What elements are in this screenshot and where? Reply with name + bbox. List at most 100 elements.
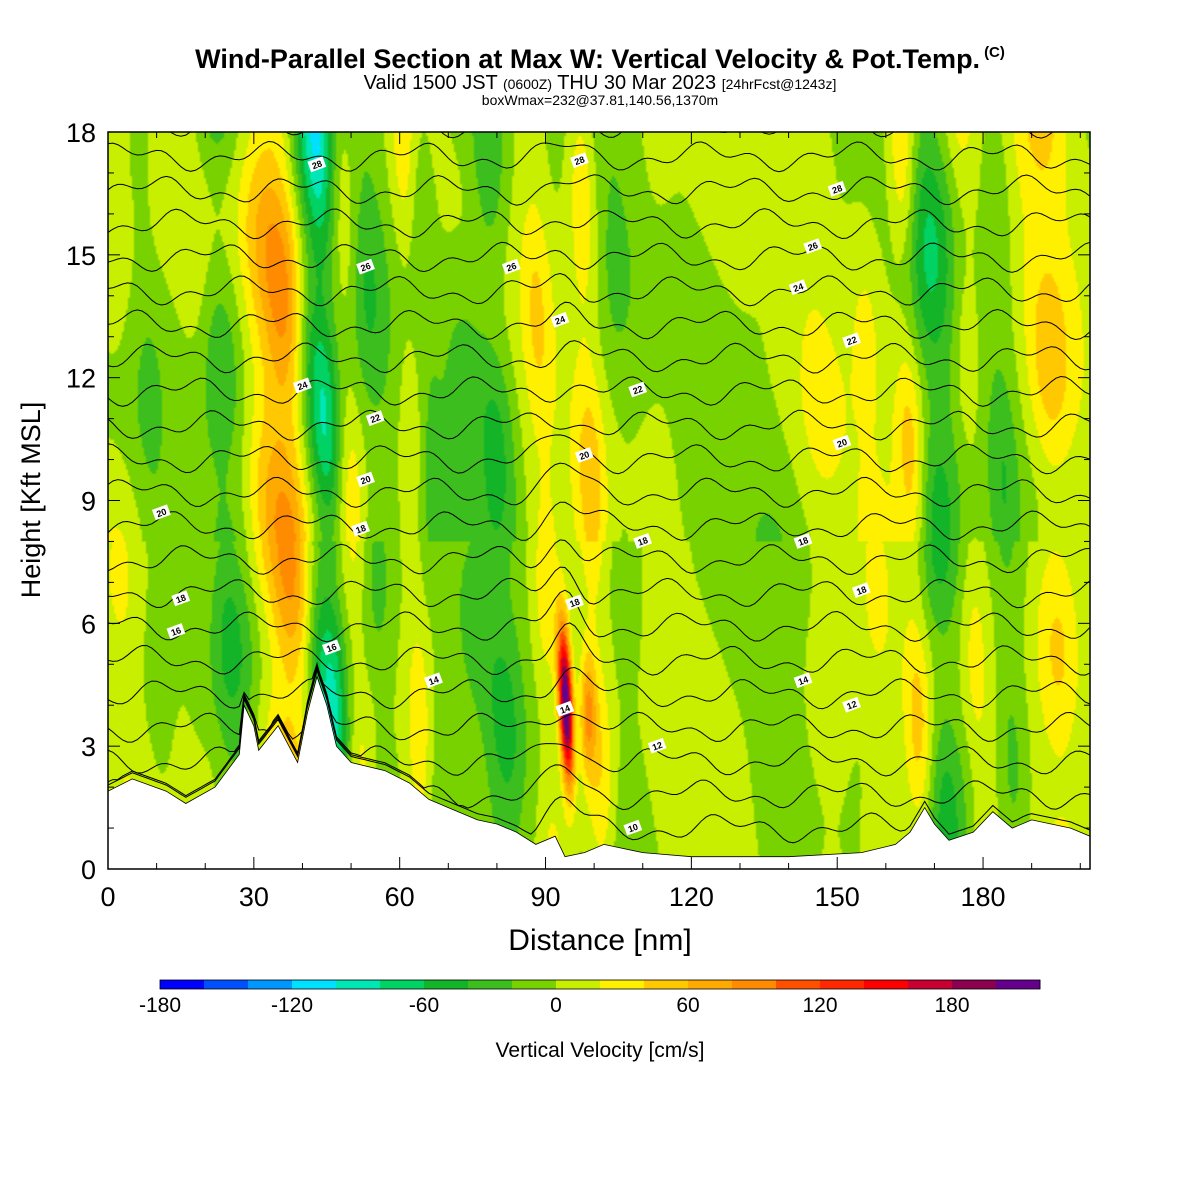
- contour-label: 18: [793, 533, 813, 549]
- contour-label-bg: [842, 696, 862, 713]
- contour-label-text: 22: [845, 334, 858, 347]
- colorbar-tick-label: 60: [676, 994, 699, 1017]
- theta-contour-line: [108, 140, 1090, 173]
- theta-contour-line: [108, 375, 1090, 407]
- contour-label-bg: [628, 381, 648, 398]
- contour-label: 22: [842, 332, 862, 349]
- colorbar-swatch: [776, 980, 821, 989]
- colorbar-swatch: [380, 980, 425, 989]
- contour-label-text: 18: [855, 584, 868, 597]
- axes: 0 30 60 90 120 150 180 0 3 6 9 12 15 18: [66, 118, 1090, 912]
- colorbar-swatch: [424, 980, 469, 989]
- colorbar-swatch: [820, 980, 865, 989]
- contour-label-text: 24: [792, 281, 805, 294]
- y-tick-label: 12: [66, 364, 96, 394]
- contour-label: 20: [151, 504, 171, 521]
- contour-label: 18: [565, 594, 584, 611]
- contour-label-bg: [565, 594, 584, 611]
- x-tick-label: 150: [815, 882, 860, 912]
- theta-contour-line: [108, 174, 1090, 206]
- contour-label-text: 18: [354, 523, 367, 536]
- contour-label-bg: [356, 258, 375, 275]
- contour-label-text: 28: [311, 158, 324, 171]
- theta-contour-line: [108, 501, 1090, 541]
- contour-label-bg: [842, 332, 862, 349]
- x-tick-label: 120: [669, 882, 714, 912]
- y-tick-label: 9: [81, 487, 96, 517]
- contour-label-bg: [832, 434, 852, 451]
- contour-label-text: 26: [806, 240, 819, 253]
- contour-label-bg: [351, 520, 371, 537]
- theta-contour-line: [108, 566, 1090, 609]
- contour-label-text: 26: [359, 261, 372, 274]
- contour-label: 26: [356, 258, 375, 275]
- contour-label: 26: [501, 258, 521, 275]
- colorbar-swatch: [248, 980, 293, 989]
- valid-date: THU 30 Mar 2023: [557, 72, 717, 94]
- terrain-mask: [108, 675, 1090, 869]
- colorbar-label: Vertical Velocity [cm/s]: [496, 1039, 705, 1062]
- forecast-info: [24hrFcst@1243z]: [721, 76, 837, 92]
- y-tick-label: 18: [66, 118, 96, 148]
- contour-label-text: 10: [627, 822, 640, 835]
- contour-label-bg: [307, 156, 327, 173]
- contour-label: 20: [574, 447, 594, 463]
- contour-label-bg: [623, 819, 643, 836]
- theta-contour-line: [108, 661, 1090, 710]
- contour-label: 10: [623, 819, 643, 836]
- x-tick-label: 60: [385, 882, 415, 912]
- contour-label-text: 14: [797, 674, 810, 687]
- theta-contour-line: [108, 301, 1090, 341]
- contour-label-bg: [788, 279, 808, 296]
- valid-utc: (0600Z): [502, 76, 553, 92]
- contour-label-bg: [803, 238, 823, 255]
- contour-label-text: 24: [554, 314, 567, 327]
- theta-contour-line: [108, 241, 1090, 273]
- colorbar-swatch: [468, 980, 513, 989]
- x-tick-label: 30: [239, 882, 269, 912]
- theta-contour-line: [108, 208, 1090, 240]
- contour-label-bg: [151, 504, 171, 521]
- contour-label: 16: [166, 623, 186, 639]
- contour-label-text: 12: [845, 699, 858, 712]
- theta-contour-line: [108, 668, 1090, 844]
- colorbar-swatch: [952, 980, 997, 989]
- colorbar-tick-label: -120: [271, 994, 313, 1017]
- contour-label: 18: [851, 582, 871, 599]
- contour-label-text: 20: [578, 449, 591, 462]
- contour-label-text: 20: [359, 474, 372, 487]
- y-tick-label: 6: [81, 609, 96, 639]
- theta-contour-line: [108, 409, 1090, 441]
- theta-contour-line: [108, 272, 1090, 307]
- contour-label-text: 28: [573, 154, 586, 167]
- contour-label-bg: [292, 377, 312, 394]
- contour-label: 26: [803, 238, 823, 255]
- contour-label-bg: [424, 672, 443, 689]
- contour-label: 14: [793, 672, 813, 689]
- y-tick-label: 15: [66, 241, 96, 271]
- x-tick-label: 0: [100, 882, 115, 912]
- contour-label-text: 24: [296, 379, 309, 392]
- contour-label: 28: [827, 180, 847, 197]
- contour-label-text: 16: [170, 625, 183, 638]
- contour-label-bg: [365, 410, 385, 427]
- contour-label-text: 18: [174, 592, 187, 605]
- contour-label: 14: [555, 700, 575, 717]
- theta-contours: [108, 132, 1090, 844]
- contour-label-text: 16: [325, 641, 338, 654]
- x-axis-label: Distance [nm]: [508, 924, 691, 957]
- contour-label-text: 18: [636, 535, 649, 548]
- colorbar-tick-label: 180: [934, 994, 969, 1017]
- contour-label: 14: [424, 672, 443, 689]
- contour-label-text: 28: [831, 183, 844, 196]
- contour-label-bg: [171, 590, 191, 607]
- colorbar-swatch: [644, 980, 689, 989]
- theta-contour-line: [108, 462, 1090, 508]
- valid-prefix: Valid 1500 JST: [363, 72, 498, 94]
- contour-label-bg: [793, 672, 813, 689]
- colorbar-tick-label: -180: [139, 994, 181, 1017]
- x-tick-label: 180: [961, 882, 1006, 912]
- colorbar-swatch: [996, 980, 1041, 989]
- contour-label: 24: [292, 377, 312, 394]
